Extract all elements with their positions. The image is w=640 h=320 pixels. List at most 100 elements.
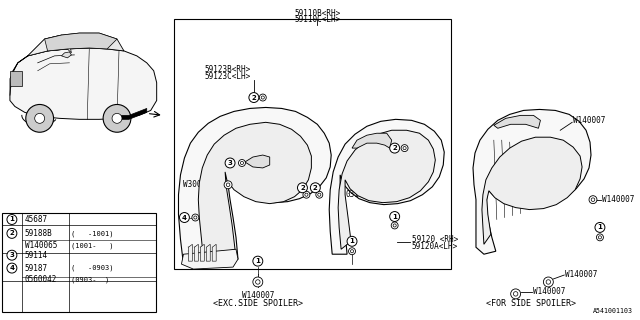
Circle shape xyxy=(351,250,353,253)
Text: 59114: 59114 xyxy=(25,251,48,260)
Text: 45687: 45687 xyxy=(25,215,48,224)
Circle shape xyxy=(239,159,245,166)
Bar xyxy=(173,19,451,269)
Text: 0560042: 0560042 xyxy=(25,276,57,284)
Text: (   -0903): ( -0903) xyxy=(72,265,114,271)
Text: W140007: W140007 xyxy=(565,269,598,278)
Polygon shape xyxy=(338,130,435,249)
Circle shape xyxy=(317,193,321,196)
Polygon shape xyxy=(195,244,198,261)
Polygon shape xyxy=(182,249,238,269)
Circle shape xyxy=(390,212,399,221)
Circle shape xyxy=(112,113,122,123)
Polygon shape xyxy=(200,244,204,261)
Text: 4: 4 xyxy=(182,214,187,220)
Bar xyxy=(2,212,156,312)
Polygon shape xyxy=(45,33,117,51)
Text: W300029: W300029 xyxy=(184,180,216,189)
Text: <FOR SIDE SPOILER>: <FOR SIDE SPOILER> xyxy=(486,299,575,308)
Polygon shape xyxy=(28,33,124,56)
Text: 2: 2 xyxy=(300,185,305,191)
Circle shape xyxy=(7,228,17,238)
Circle shape xyxy=(591,198,595,202)
Text: 1: 1 xyxy=(255,258,260,264)
Circle shape xyxy=(303,191,310,198)
Circle shape xyxy=(194,216,197,219)
Circle shape xyxy=(26,104,54,132)
Circle shape xyxy=(349,248,355,255)
Text: 59123B<RH>: 59123B<RH> xyxy=(204,65,250,74)
Text: 2: 2 xyxy=(313,185,317,191)
Circle shape xyxy=(298,183,307,193)
Circle shape xyxy=(391,222,398,229)
Circle shape xyxy=(225,158,235,168)
Text: A541001103: A541001103 xyxy=(593,308,633,314)
Text: (   -1001): ( -1001) xyxy=(72,230,114,236)
Circle shape xyxy=(7,250,17,260)
Circle shape xyxy=(393,224,396,227)
Text: 2: 2 xyxy=(392,145,397,151)
Polygon shape xyxy=(329,119,444,254)
Text: 59120 <RH>: 59120 <RH> xyxy=(412,235,458,244)
Text: 59187: 59187 xyxy=(25,264,48,273)
Circle shape xyxy=(103,104,131,132)
Text: 3: 3 xyxy=(228,160,232,166)
Polygon shape xyxy=(10,48,157,119)
Polygon shape xyxy=(473,109,591,254)
Text: 1: 1 xyxy=(10,217,14,222)
Text: (1001-   ): (1001- ) xyxy=(72,242,114,249)
Circle shape xyxy=(543,277,554,287)
Polygon shape xyxy=(212,244,216,261)
Circle shape xyxy=(249,92,259,102)
Circle shape xyxy=(261,96,264,99)
Circle shape xyxy=(596,234,604,241)
Circle shape xyxy=(316,191,323,198)
Polygon shape xyxy=(179,108,332,264)
Circle shape xyxy=(305,193,308,196)
Text: 59188B: 59188B xyxy=(25,229,52,238)
Text: 1: 1 xyxy=(392,213,397,220)
Text: W140065: W140065 xyxy=(25,241,57,250)
Circle shape xyxy=(253,277,263,287)
Text: 1: 1 xyxy=(598,224,602,230)
Text: 59110C<LH>: 59110C<LH> xyxy=(294,15,340,24)
Polygon shape xyxy=(352,133,392,148)
Circle shape xyxy=(403,147,406,150)
Polygon shape xyxy=(61,52,72,58)
Circle shape xyxy=(7,263,17,273)
Circle shape xyxy=(227,183,230,187)
Text: 2: 2 xyxy=(10,230,14,236)
Circle shape xyxy=(546,280,550,284)
Text: W140007: W140007 xyxy=(602,195,634,204)
Polygon shape xyxy=(198,122,312,257)
Polygon shape xyxy=(119,108,147,119)
Circle shape xyxy=(241,161,243,164)
Circle shape xyxy=(589,196,597,204)
Text: 4: 4 xyxy=(10,265,14,271)
Bar xyxy=(10,71,22,86)
Polygon shape xyxy=(245,155,269,168)
Polygon shape xyxy=(482,137,582,244)
Circle shape xyxy=(598,236,602,239)
Circle shape xyxy=(310,183,320,193)
Text: W140007: W140007 xyxy=(534,287,566,296)
Circle shape xyxy=(513,292,518,296)
Text: 59120A<LH>: 59120A<LH> xyxy=(412,242,458,251)
Text: 2: 2 xyxy=(252,94,256,100)
Circle shape xyxy=(401,145,408,152)
Circle shape xyxy=(35,113,45,123)
Polygon shape xyxy=(206,244,210,261)
Text: 0310S: 0310S xyxy=(345,190,368,199)
Circle shape xyxy=(259,94,266,101)
Circle shape xyxy=(255,280,260,284)
Circle shape xyxy=(595,222,605,232)
Circle shape xyxy=(7,214,17,224)
Polygon shape xyxy=(10,35,72,96)
Text: W140007: W140007 xyxy=(242,291,274,300)
Circle shape xyxy=(192,214,199,221)
Circle shape xyxy=(179,212,189,222)
Circle shape xyxy=(390,143,399,153)
Text: <EXC.SIDE SPOILER>: <EXC.SIDE SPOILER> xyxy=(213,299,303,308)
Text: 59110B<RH>: 59110B<RH> xyxy=(294,9,340,18)
Circle shape xyxy=(347,236,357,246)
